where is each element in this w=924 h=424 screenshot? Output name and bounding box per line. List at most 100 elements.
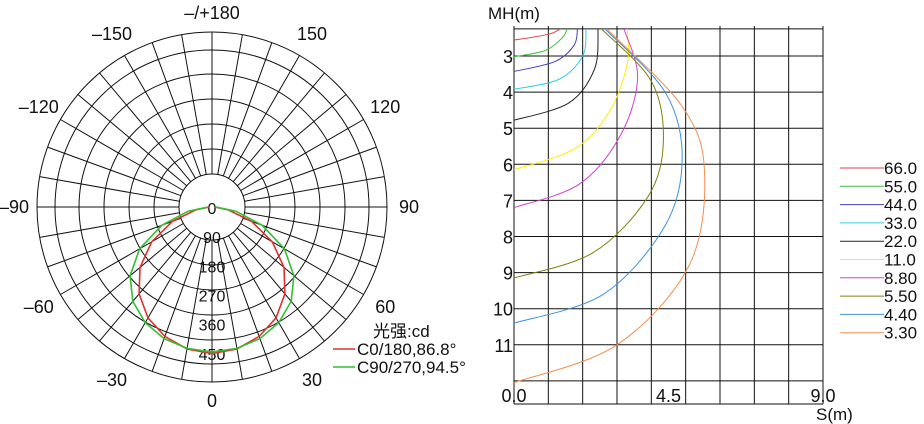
iso-legend-label: 66.0 (884, 159, 917, 178)
iso-legend-label: 3.30 (884, 324, 917, 343)
iso-curve-6 (513, 28, 639, 209)
iso-curve-1 (513, 28, 568, 58)
iso-legend-label: 55.0 (884, 177, 917, 196)
polar-angle-label: 60 (375, 297, 395, 317)
polar-angle-label: 30 (302, 370, 322, 390)
polar-spoke (232, 72, 325, 183)
y-tick-label: 4 (503, 83, 513, 103)
y-tick-label: 7 (503, 191, 513, 211)
y-tick-label: 6 (503, 155, 513, 175)
polar-spoke (240, 223, 364, 295)
polar-radial-label: 180 (199, 259, 226, 276)
polar-spoke (232, 231, 325, 342)
polar-spoke (217, 34, 243, 175)
polar-angle-label: –90 (0, 197, 29, 217)
polar-spoke (151, 42, 202, 177)
polar-spoke (217, 239, 243, 380)
polar-angle-labels: –/+180 –150 150 –120 120 –90 90 –60 60 –30 30 0 (0, 3, 419, 411)
illuminance-curves (513, 28, 706, 384)
polar-spoke (99, 231, 192, 342)
iso-legend-label: 4.40 (884, 305, 917, 324)
polar-spoke (222, 42, 273, 177)
polar-spoke (242, 217, 377, 268)
polar-angle-label: –150 (92, 24, 132, 44)
polar-spoke (60, 223, 184, 295)
polar-radial-label: 450 (199, 347, 226, 364)
polar-curves (129, 206, 295, 355)
iso-legend-label: 5.50 (884, 287, 917, 306)
polar-spoke (77, 94, 188, 187)
y-tick-label: 3 (503, 47, 513, 67)
y-tick-label: 11 (494, 336, 513, 356)
polar-spoke (39, 176, 180, 202)
iso-curve-4 (513, 28, 599, 121)
polar-spoke (151, 237, 202, 372)
polar-radial-label: 360 (199, 318, 226, 335)
polar-spoke (124, 235, 196, 359)
polar-radial-label: 90 (203, 230, 221, 247)
iso-curve-9 (513, 28, 706, 384)
polar-curve-1 (129, 206, 295, 353)
polar-spoke (181, 239, 207, 380)
iso-legend-label: 22.0 (884, 232, 917, 251)
polar-angle-label: –/+180 (184, 3, 240, 23)
polar-spoke (60, 119, 184, 191)
iso-legend-label: 33.0 (884, 214, 917, 233)
iso-legend-label: 11.0 (884, 251, 916, 270)
polar-angle-label: 120 (370, 97, 400, 117)
polar-spoke (99, 72, 192, 183)
polar-spoke (124, 55, 196, 179)
polar-curve-0 (138, 206, 286, 355)
iso-curve-8 (513, 28, 683, 324)
polar-spoke (242, 146, 377, 197)
polar-intensity-chart: –/+180 –150 150 –120 120 –90 90 –60 60 –30 30 0 0 90… (0, 3, 466, 411)
y-axis-label: MH(m) (488, 4, 540, 23)
x-tick-label: 4.5 (656, 386, 681, 406)
iso-legend-label: 44.0 (884, 196, 917, 215)
polar-spoke (39, 212, 180, 238)
illuminance-chart: 3 4 5 6 7 8 9 10 11 0.0 4.5 9.0 MH(m) S(m) 66.055.0… (488, 4, 917, 424)
iso-curve-3 (513, 28, 587, 90)
polar-spoke (240, 119, 364, 191)
illuminance-grid (513, 26, 824, 405)
polar-spoke (244, 176, 385, 202)
polar-grid (36, 31, 388, 383)
polar-spoke (181, 34, 207, 175)
polar-legend-label: C90/270,94.5° (357, 358, 466, 377)
x-tick-label: 0.0 (501, 386, 526, 406)
y-tick-label: 5 (503, 119, 513, 139)
polar-radial-label: 0 (208, 201, 217, 218)
polar-radial-labels: 0 90 180 270 360 450 (199, 201, 226, 364)
illuminance-tick-labels: 3 4 5 6 7 8 9 10 11 0.0 4.5 9.0 (493, 47, 836, 406)
polar-legend-label: C0/180,86.8° (357, 340, 456, 359)
illuminance-legend: 66.055.044.033.022.011.08.805.504.403.30 (840, 159, 917, 343)
y-tick-label: 9 (503, 264, 513, 284)
x-tick-label: 9.0 (810, 386, 835, 406)
iso-legend-label: 8.80 (884, 269, 917, 288)
polar-spoke (228, 55, 300, 179)
polar-spoke (236, 227, 347, 320)
iso-curve-5 (513, 28, 630, 171)
polar-angle-label: –30 (97, 370, 127, 390)
polar-spoke (244, 212, 385, 238)
polar-angle-label: –60 (24, 297, 54, 317)
polar-angle-label: 0 (207, 391, 217, 411)
polar-unit-label: 光强:cd (373, 322, 430, 341)
polar-spoke (47, 217, 182, 268)
polar-spoke (236, 94, 347, 187)
polar-spoke (228, 235, 300, 359)
iso-curve-0 (513, 28, 561, 41)
polar-radial-label: 270 (199, 289, 226, 306)
polar-spoke (77, 227, 188, 320)
iso-curve-2 (513, 28, 578, 72)
iso-curve-7 (513, 28, 664, 279)
polar-spoke (47, 146, 182, 197)
x-axis-label: S(m) (816, 405, 853, 424)
y-tick-label: 8 (503, 228, 513, 248)
polar-legend: 光强:cd C0/180,86.8°C90/270,94.5° (333, 322, 466, 377)
polar-angle-label: –120 (19, 97, 59, 117)
y-tick-label: 10 (493, 300, 513, 320)
polar-angle-label: 150 (297, 24, 327, 44)
polar-spoke (222, 237, 273, 372)
